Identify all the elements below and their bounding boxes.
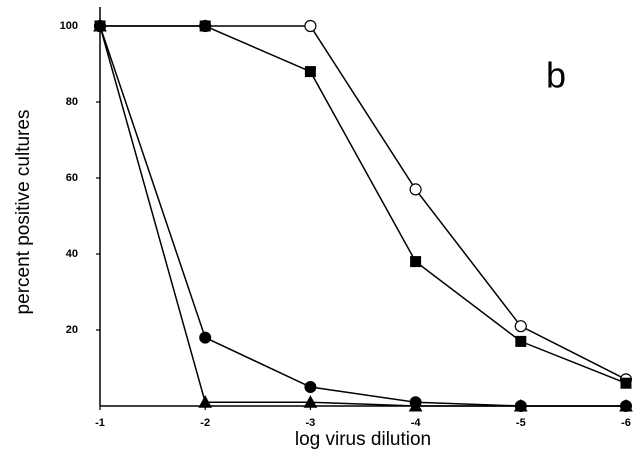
y-tick-label: 20 bbox=[66, 324, 78, 336]
y-tick-label: 100 bbox=[60, 20, 78, 32]
x-tick-label: -4 bbox=[411, 417, 422, 429]
panel-label: b bbox=[546, 55, 566, 96]
x-tick-label: -2 bbox=[200, 417, 210, 429]
marker-square bbox=[515, 335, 527, 347]
marker-open-circle bbox=[514, 320, 527, 333]
marker-circle bbox=[304, 381, 317, 393]
x-tick-label: -3 bbox=[306, 417, 316, 429]
y-tick-label: 60 bbox=[66, 172, 78, 184]
series-line bbox=[99, 25, 626, 407]
y-axis-title: percent positive cultures bbox=[13, 110, 34, 315]
x-axis-title: log virus dilution bbox=[295, 429, 431, 450]
x-tick-label: -5 bbox=[516, 417, 526, 429]
marker-triangle bbox=[513, 398, 528, 412]
y-tick-label: 80 bbox=[66, 96, 78, 108]
marker-square bbox=[199, 20, 211, 32]
marker-square bbox=[304, 66, 316, 78]
marker-open-circle bbox=[304, 19, 317, 33]
marker-square bbox=[620, 377, 632, 389]
marker-circle bbox=[199, 331, 212, 344]
series-line bbox=[100, 25, 627, 384]
x-tick-label: -6 bbox=[621, 417, 631, 429]
marker-triangle bbox=[93, 18, 107, 32]
marker-triangle bbox=[619, 398, 633, 412]
x-tick-label: -1 bbox=[95, 417, 105, 429]
marker-triangle bbox=[303, 395, 318, 408]
marker-triangle bbox=[198, 395, 213, 408]
y-tick-label: 40 bbox=[66, 248, 78, 260]
marker-square bbox=[410, 256, 422, 268]
marker-open-circle bbox=[409, 183, 422, 196]
marker-triangle bbox=[408, 398, 423, 412]
